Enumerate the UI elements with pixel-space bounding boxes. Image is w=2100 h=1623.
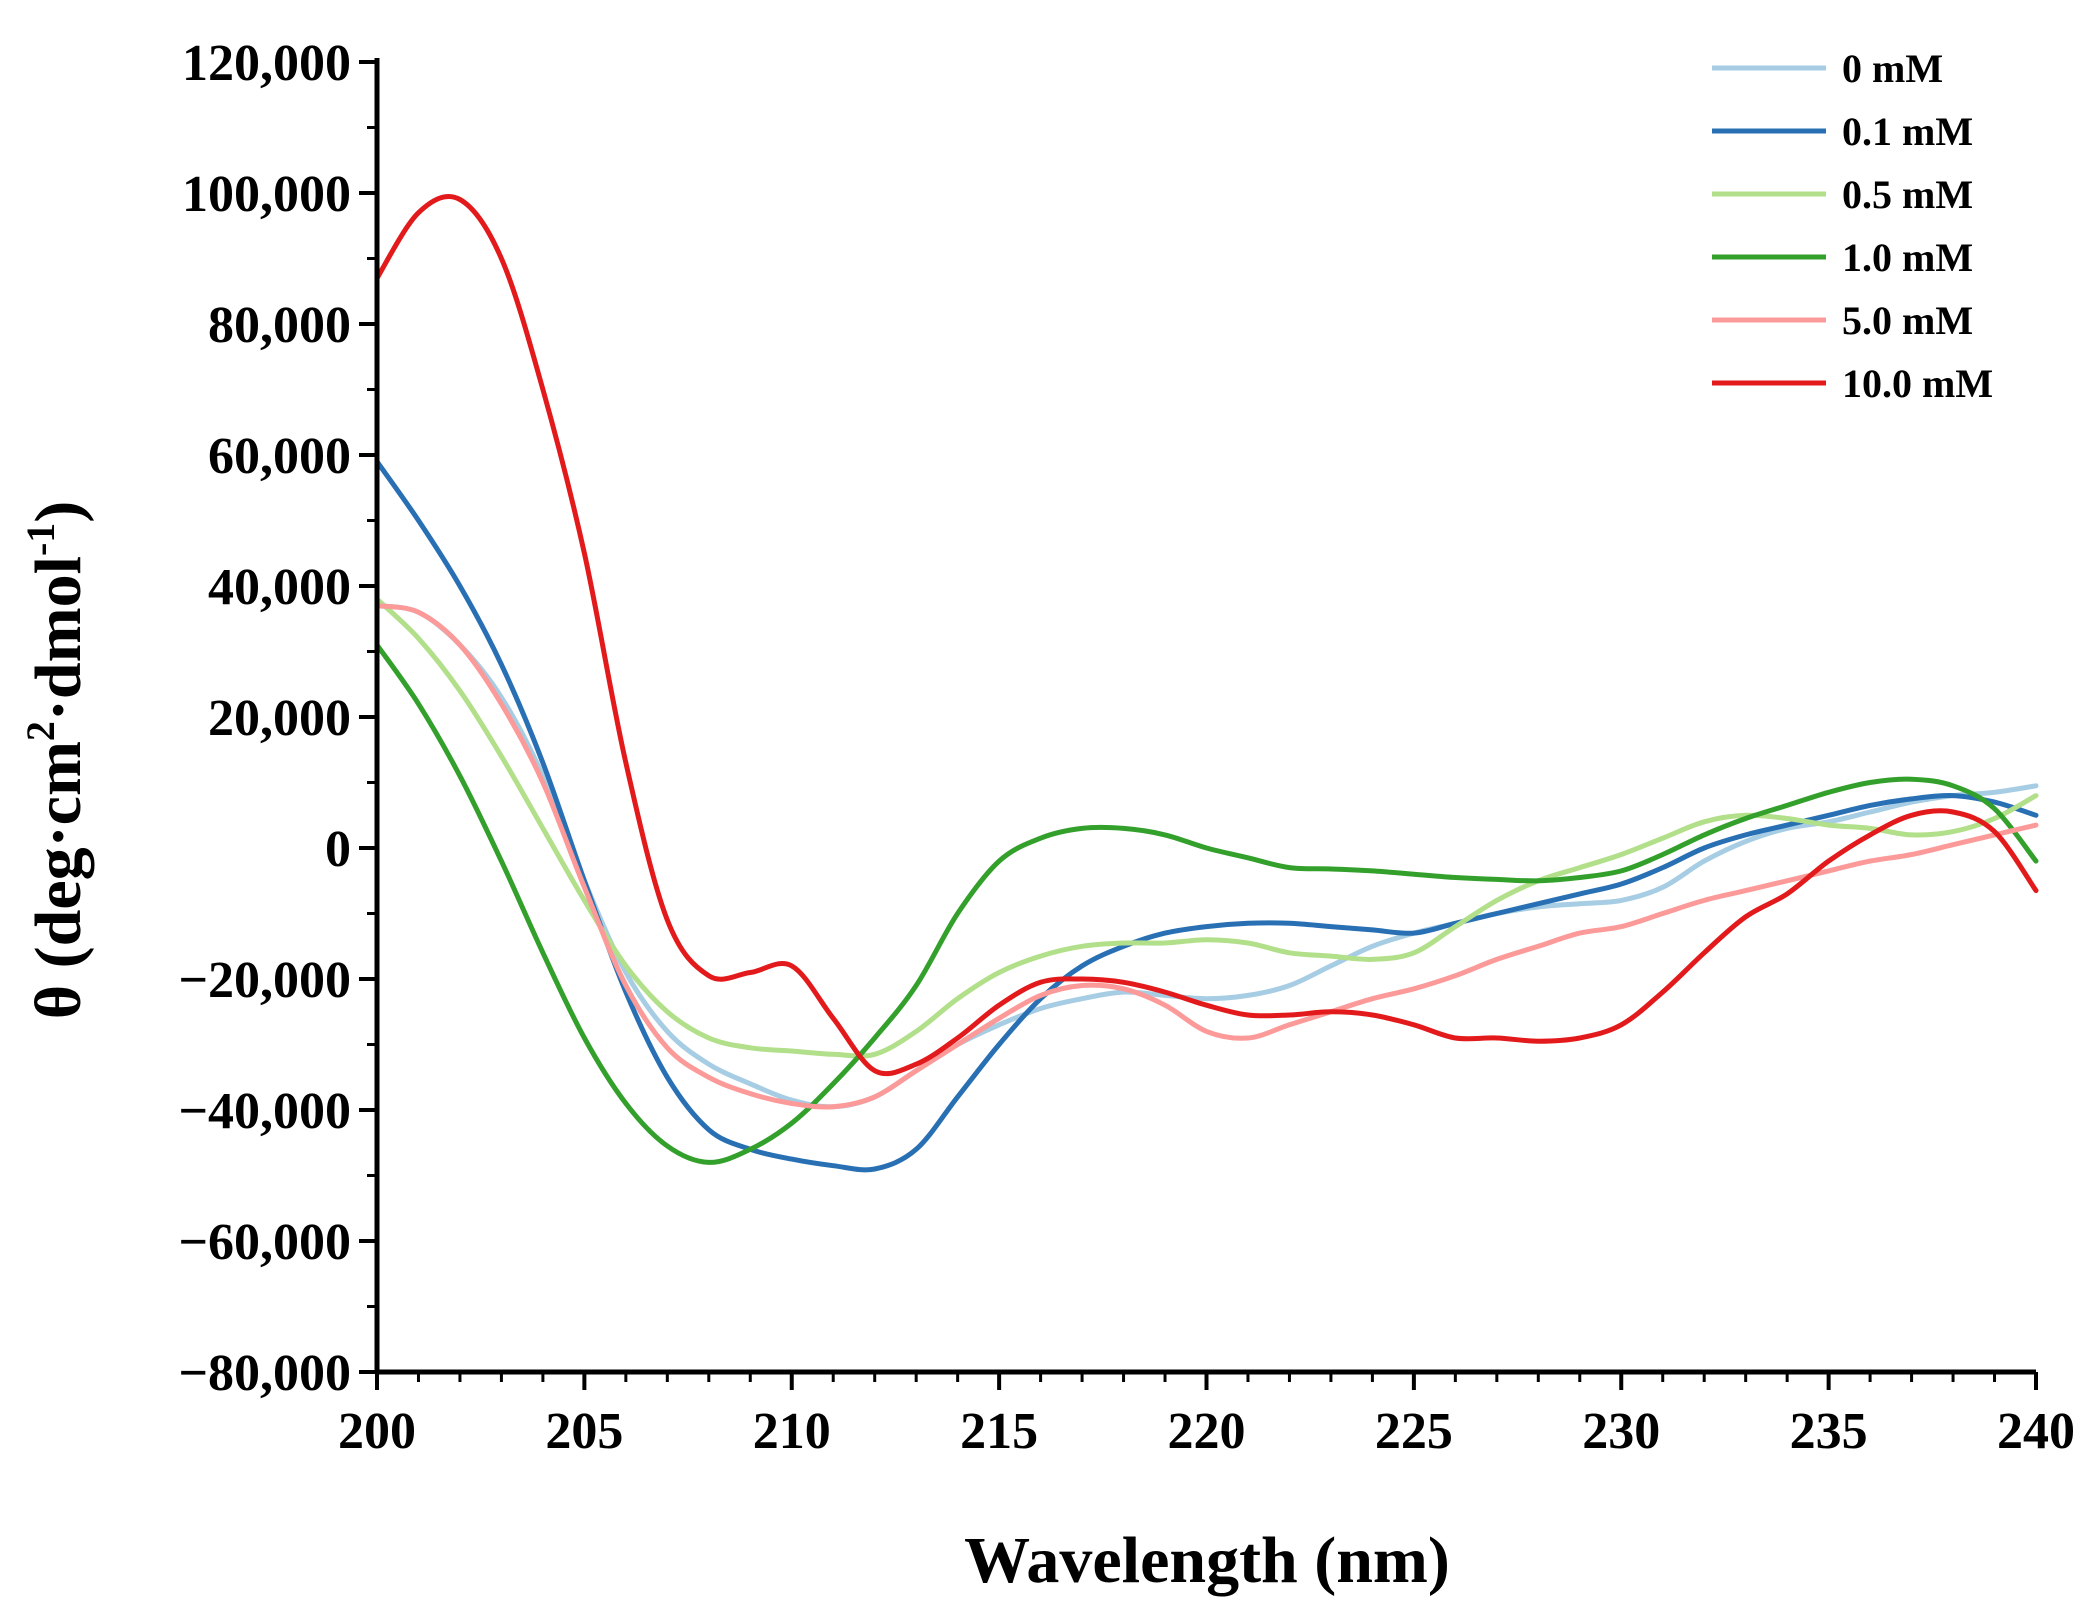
y-axis-title-suffix: ) — [22, 501, 95, 523]
y-axis-title-sup2: -1 — [18, 523, 63, 556]
y-tick-label: 0 — [325, 821, 351, 878]
legend-label: 5.0 mM — [1842, 298, 1973, 343]
y-tick-label: −20,000 — [178, 952, 351, 1009]
series-lines — [374, 194, 2039, 1173]
x-tick-label: 205 — [545, 1403, 623, 1460]
y-axis-title-sup1: 2 — [18, 721, 63, 741]
y-tick-label: 120,000 — [182, 35, 351, 92]
x-tick-label: 225 — [1375, 1403, 1453, 1460]
y-tick-label: 100,000 — [182, 166, 351, 223]
y-tick-label: −80,000 — [178, 1345, 351, 1402]
x-tick-label: 200 — [338, 1403, 416, 1460]
legend-label: 0.1 mM — [1842, 109, 1973, 154]
x-tick-label: 230 — [1582, 1403, 1660, 1460]
y-axis-title-middle: ·dmol — [22, 556, 95, 721]
legend-label: 10.0 mM — [1842, 361, 1993, 406]
y-tick-label: 60,000 — [208, 428, 351, 485]
x-tick-label: 240 — [1997, 1403, 2075, 1460]
x-tick-label: 215 — [960, 1403, 1038, 1460]
x-tick-label: 220 — [1168, 1403, 1246, 1460]
series-line-0-1-mm — [374, 459, 2039, 1173]
series-line-10-0-mm — [374, 194, 2039, 1077]
legend: 0 mM 0.1 mM 0.5 mM 1.0 mM 5.0 mM 10.0 mM — [1712, 46, 1993, 406]
y-tick-label: −40,000 — [178, 1083, 351, 1140]
legend-label: 0 mM — [1842, 46, 1943, 91]
x-tick-label: 235 — [1790, 1403, 1868, 1460]
y-axis-title-prefix: θ (deg·cm — [22, 741, 95, 1019]
x-tick-label: 210 — [753, 1403, 831, 1460]
y-tick-label: 80,000 — [208, 297, 351, 354]
y-tick-label: 40,000 — [208, 559, 351, 616]
y-tick-label: 20,000 — [208, 690, 351, 747]
series-line-5-0-mm — [374, 603, 2039, 1110]
legend-label: 1.0 mM — [1842, 235, 1973, 280]
series-line-1-0-mm — [374, 642, 2039, 1165]
y-axis-title: θ (deg·cm2·dmol-1) — [18, 501, 95, 1020]
x-axis-title: Wavelength (nm) — [964, 1524, 1450, 1597]
legend-label: 0.5 mM — [1842, 172, 1973, 217]
axes: −80,000 −60,000 −40,000 −20,000 0 20,000 40,00… — [178, 35, 2075, 1460]
y-tick-label: −60,000 — [178, 1214, 351, 1271]
